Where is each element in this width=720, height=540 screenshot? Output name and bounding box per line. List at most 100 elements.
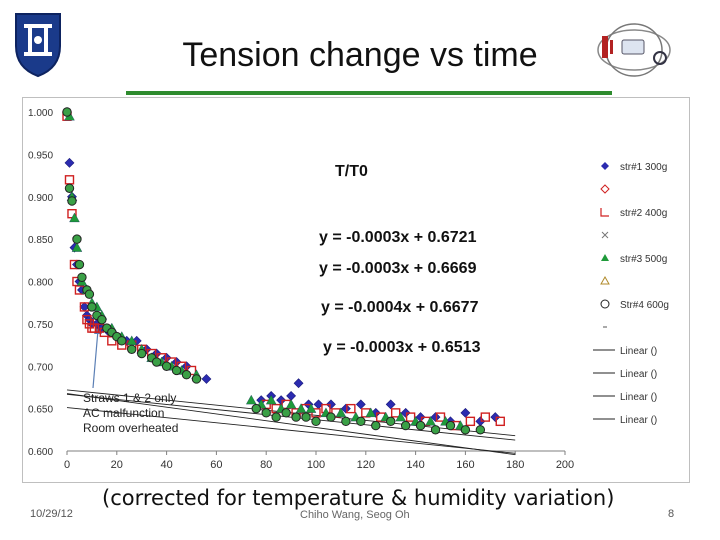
data-point	[340, 403, 351, 414]
y-tick-label: 0.850	[28, 235, 53, 246]
trendline-equation: y = -0.0003x + 0.6669	[319, 260, 477, 277]
legend-marker	[600, 208, 609, 217]
x-tick-label: 100	[307, 459, 325, 471]
data-point	[71, 242, 83, 252]
legend-label: str#1 300g	[620, 162, 667, 173]
trendline	[66, 389, 516, 437]
slide-title: Tension change vs time	[182, 36, 538, 74]
legend-label: str#3 500g	[620, 254, 667, 265]
data-point	[386, 416, 396, 427]
data-point	[151, 357, 162, 367]
data-point	[335, 407, 347, 418]
trendline-equation: y = -0.0003x + 0.6721	[319, 229, 477, 246]
y-tick-label: 0.750	[28, 320, 53, 331]
data-point	[64, 183, 75, 193]
chart-title: T/T0	[335, 163, 368, 180]
data-point	[445, 420, 456, 431]
data-point	[326, 412, 336, 422]
data-point	[356, 416, 366, 427]
tension-chart: 0.600 0.650 0.700 0.750 0.800 0.850 0.900 0.950…	[28, 107, 669, 471]
data-point	[430, 412, 441, 423]
data-point	[495, 416, 505, 427]
data-point	[371, 420, 381, 431]
legend-marker	[600, 275, 610, 285]
data-point	[265, 394, 277, 405]
y-tick-label: 0.950	[28, 150, 53, 161]
data-point	[326, 399, 336, 410]
data-point	[460, 425, 471, 435]
data-point	[64, 175, 75, 185]
legend-marker	[601, 254, 609, 261]
data-point	[251, 403, 261, 414]
data-point	[271, 412, 281, 422]
title-underline	[126, 91, 612, 95]
data-point	[291, 412, 301, 422]
data-point	[490, 412, 501, 423]
data-point	[89, 323, 100, 333]
y-tick-label: 0.900	[28, 193, 53, 204]
data-point	[480, 412, 491, 422]
data-point	[62, 107, 72, 117]
data-point	[305, 403, 317, 413]
legend-label: Str#4 600g	[620, 300, 669, 311]
legend-marker	[600, 184, 610, 194]
data-point	[191, 374, 202, 384]
trendline-equation: y = -0.0004x + 0.6677	[321, 299, 479, 316]
slide-subtitle: (corrected for temperature & humidity va…	[102, 486, 615, 510]
legend-label: Linear ()	[620, 346, 657, 357]
data-point	[395, 411, 406, 422]
data-point	[201, 374, 212, 384]
data-point	[301, 412, 311, 422]
data-point	[127, 344, 137, 355]
data-point	[286, 390, 297, 401]
legend-marker	[600, 299, 610, 309]
x-tick-label: 40	[160, 459, 172, 471]
data-point	[355, 399, 366, 410]
x-tick-label: 180	[506, 459, 524, 471]
data-point	[465, 416, 476, 427]
data-point	[365, 407, 377, 418]
x-tick-label: 160	[456, 459, 474, 471]
y-tick-label: 0.650	[28, 405, 53, 416]
data-point	[69, 212, 80, 223]
data-point	[475, 425, 486, 435]
x-tick-label: 140	[406, 459, 424, 471]
x-tick-label: 0	[64, 459, 70, 471]
page-number: 8	[668, 508, 675, 520]
data-point	[181, 370, 192, 380]
data-point	[281, 408, 291, 418]
data-point	[460, 407, 471, 418]
y-tick-label: 0.700	[28, 362, 53, 373]
data-point	[285, 399, 297, 409]
data-point	[137, 348, 147, 359]
data-point	[415, 420, 426, 431]
data-point	[64, 157, 75, 168]
data-point	[295, 403, 307, 413]
data-point	[311, 416, 321, 427]
data-point	[435, 412, 446, 422]
data-point	[405, 412, 416, 422]
annotation-text: AC malfunction	[83, 406, 164, 420]
x-tick-label: 120	[357, 459, 375, 471]
legend-label: Linear ()	[620, 369, 657, 380]
data-point	[400, 420, 411, 431]
x-tick-label: 60	[210, 459, 222, 471]
x-tick-label: 20	[111, 459, 123, 471]
annotation-text: Room overheated	[83, 421, 178, 435]
legend-marker	[601, 162, 609, 170]
trendline	[66, 393, 516, 441]
data-point	[84, 289, 95, 299]
data-point	[390, 408, 401, 418]
mu2e-logo	[594, 18, 674, 78]
trendline-equation: y = -0.0003x + 0.6513	[323, 339, 481, 356]
data-point	[171, 365, 182, 376]
footer-date: 10/29/12	[30, 508, 73, 520]
annotation-text: Straws 1 & 2 only	[83, 391, 176, 405]
data-point	[74, 259, 85, 270]
data-point	[67, 196, 77, 206]
legend-label: Linear ()	[620, 415, 657, 426]
data-point	[77, 272, 87, 282]
data-point	[87, 302, 97, 312]
data-point	[400, 407, 411, 418]
y-tick-label: 0.800	[28, 278, 53, 289]
